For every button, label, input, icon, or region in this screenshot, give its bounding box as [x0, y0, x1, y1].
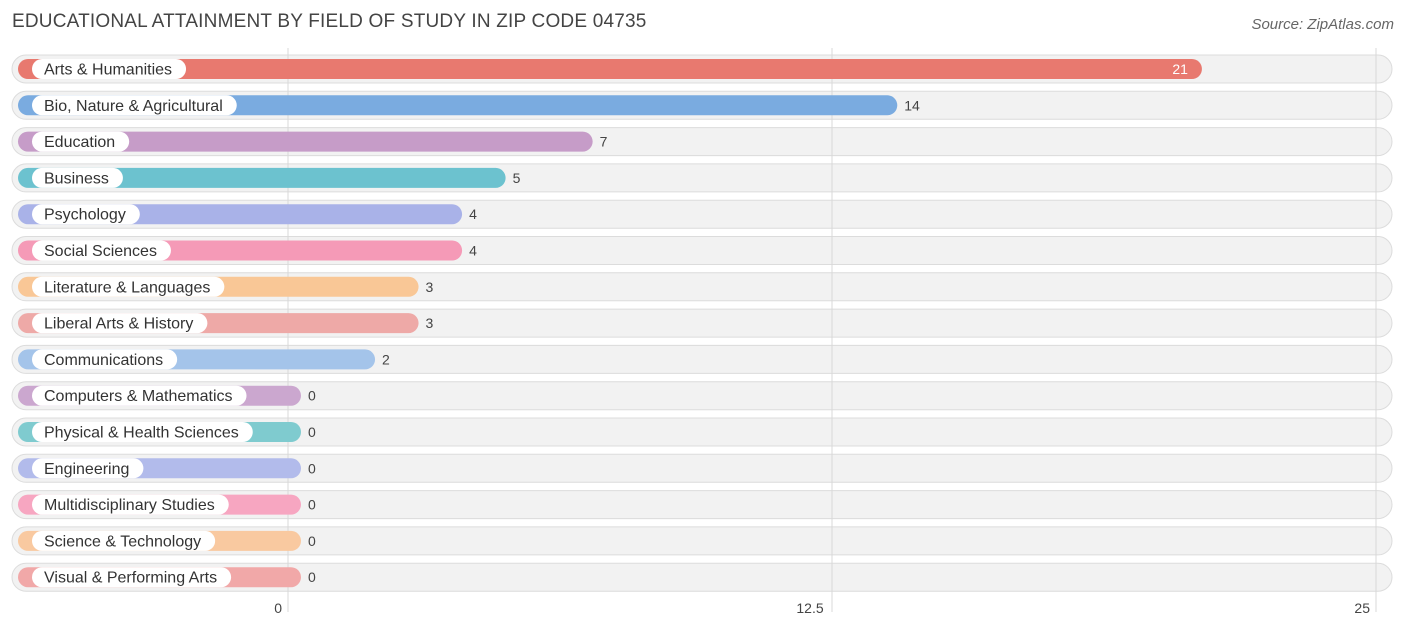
value-label: 5 — [513, 170, 521, 186]
category-label-pill — [32, 567, 232, 588]
category-label: Bio, Nature & Agricultural — [44, 98, 223, 115]
category-label-pill — [32, 95, 237, 116]
value-label: 4 — [469, 206, 477, 222]
category-label-pill — [32, 530, 216, 551]
category-label: Computers & Mathematics — [44, 388, 233, 405]
category-label: Literature & Languages — [44, 279, 210, 296]
category-label: Engineering — [44, 461, 129, 478]
chart-title: EDUCATIONAL ATTAINMENT BY FIELD OF STUDY… — [12, 11, 647, 32]
value-label: 3 — [426, 279, 434, 295]
row-background — [11, 562, 1393, 592]
category-label-pill — [32, 422, 253, 442]
bar — [18, 167, 506, 188]
category-label: Visual & Performing Arts — [44, 570, 217, 587]
category-label-pill — [32, 349, 178, 370]
value-label: 0 — [308, 497, 316, 513]
category-label-pill — [32, 276, 225, 297]
category-label: Education — [44, 134, 115, 151]
x-axis-ticks: 0 12.5 25 — [274, 600, 1370, 616]
value-label: 0 — [308, 569, 316, 585]
category-label: Physical & Health Sciences — [44, 425, 239, 442]
bar — [18, 95, 898, 116]
value-label: 0 — [308, 533, 316, 549]
category-label-pill — [32, 494, 229, 515]
category-label-pill — [32, 131, 130, 152]
bar — [18, 131, 593, 152]
row-background — [11, 490, 1393, 520]
row-background — [11, 453, 1393, 483]
tick-label: 25 — [1354, 600, 1370, 616]
category-label-pill — [32, 385, 247, 406]
bars: Arts & Humanities 21 Bio, Nature & Agricul… — [18, 59, 1202, 588]
tick-label: 0 — [274, 600, 282, 616]
source-credit: Source: ZipAtlas.com — [1251, 16, 1394, 33]
category-label: Arts & Humanities — [44, 62, 172, 79]
category-label-pill — [32, 59, 187, 79]
category-label: Liberal Arts & History — [44, 316, 193, 333]
category-label: Psychology — [44, 207, 126, 224]
category-label: Multidisciplinary Studies — [44, 497, 215, 514]
category-label-pill — [32, 204, 140, 225]
category-label: Social Sciences — [44, 243, 157, 260]
value-label: 2 — [382, 351, 390, 367]
value-label: 4 — [469, 243, 477, 259]
value-label: 3 — [426, 315, 434, 331]
value-label: 0 — [308, 460, 316, 476]
value-label: 0 — [308, 424, 316, 440]
category-label-pill — [32, 313, 208, 334]
value-label: 7 — [600, 134, 608, 150]
row-background — [11, 417, 1393, 447]
category-label-pill — [32, 240, 171, 261]
category-label: Communications — [44, 352, 163, 369]
tick-label: 12.5 — [796, 600, 823, 616]
row-background — [11, 381, 1393, 411]
value-label: 21 — [1172, 61, 1188, 77]
value-label: 0 — [308, 388, 316, 404]
category-label: Business — [44, 170, 109, 187]
category-label: Science & Technology — [44, 533, 201, 550]
bar — [18, 59, 1202, 79]
value-label: 14 — [904, 97, 920, 113]
category-label-pill — [32, 458, 144, 479]
row-background — [11, 526, 1393, 556]
category-label-pill — [32, 167, 123, 188]
